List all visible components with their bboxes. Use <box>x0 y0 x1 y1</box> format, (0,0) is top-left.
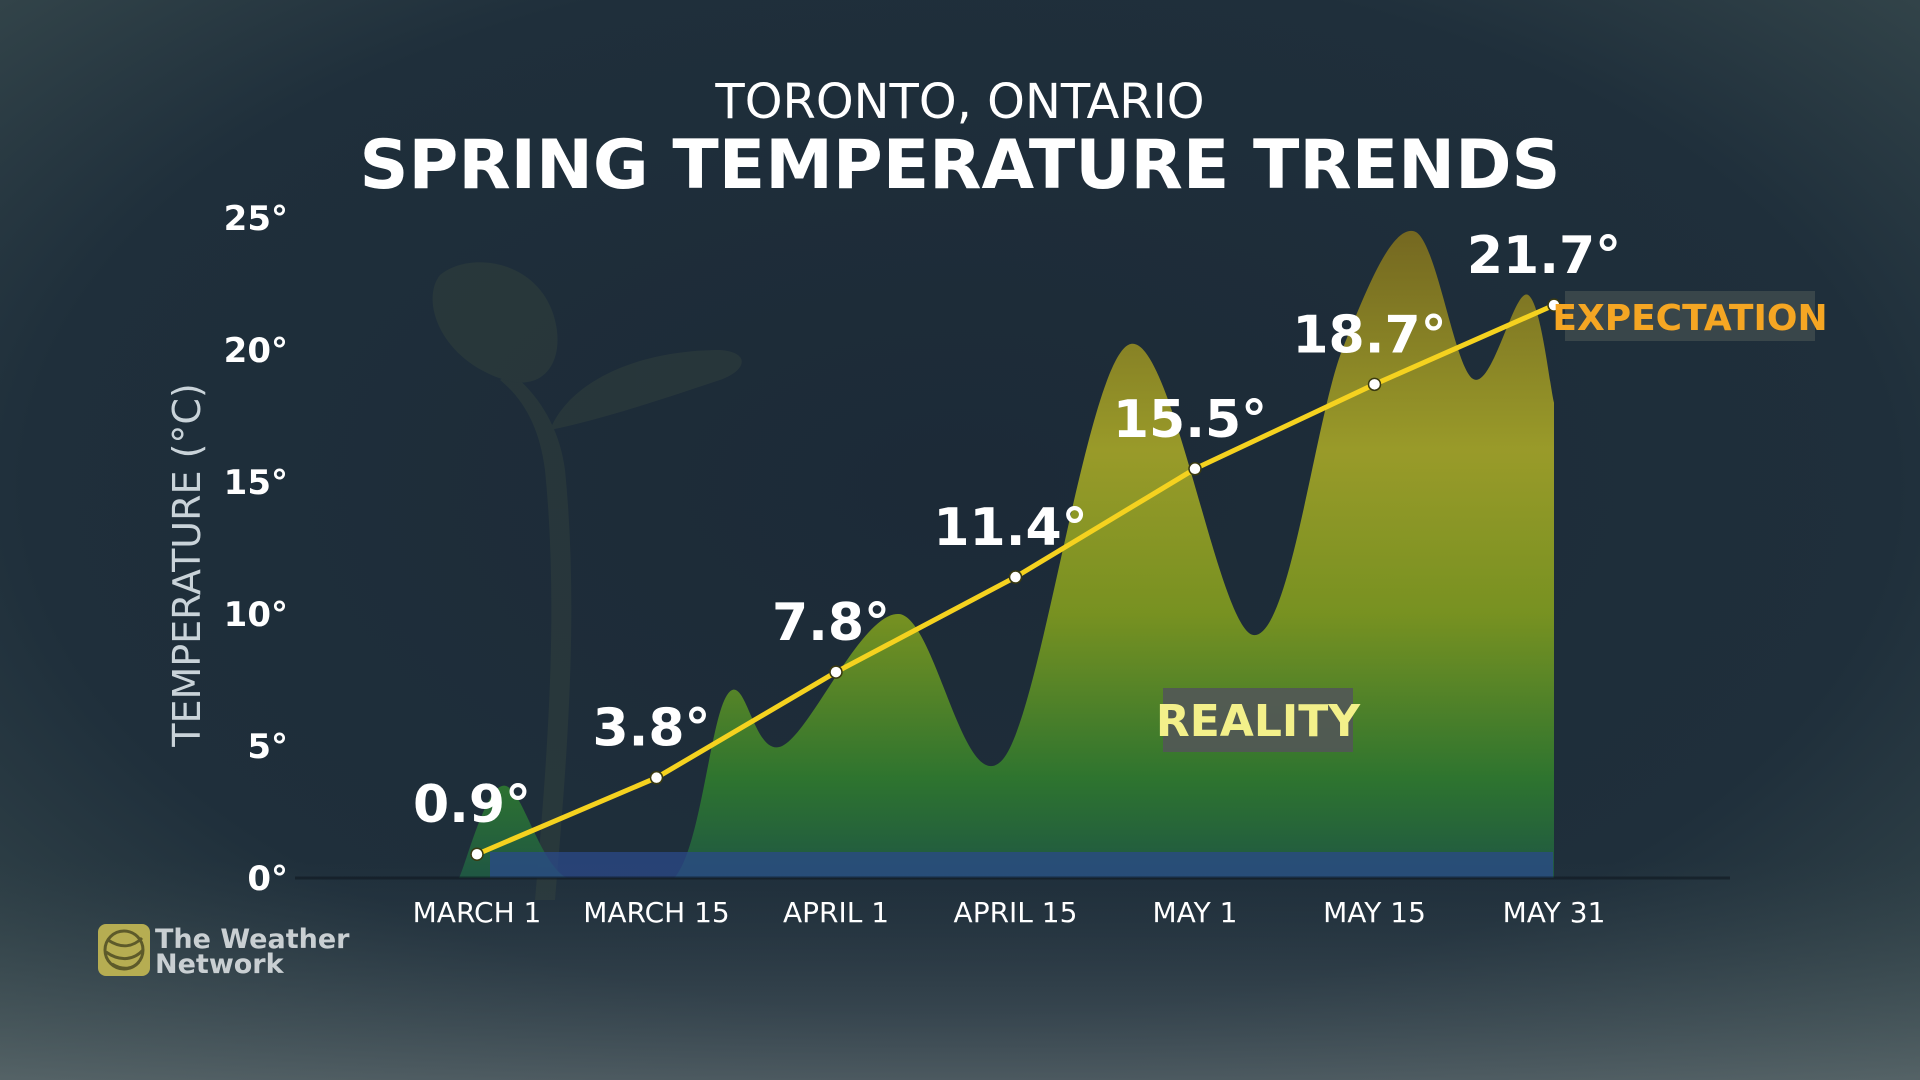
y-tick-label: 10° <box>224 595 288 635</box>
brand-logo: The Weather Network <box>98 924 350 980</box>
data-label: 11.4° <box>933 498 1087 558</box>
chart-title: SPRING TEMPERATURE TRENDS <box>360 126 1561 205</box>
y-tick-label: 5° <box>247 727 288 767</box>
y-axis-label: TEMPERATURE (°C) <box>165 383 209 748</box>
brand-line-2: Network <box>155 949 285 980</box>
data-labels: 0.9° 3.8° 7.8° 11.4° 15.5° 18.7° 21.7° <box>413 226 1621 835</box>
x-tick-label: MAY 1 <box>1153 896 1238 929</box>
x-axis: MARCH 1 MARCH 15 APRIL 1 APRIL 15 MAY 1 MAY 1… <box>413 896 1606 929</box>
data-label: 0.9° <box>413 775 531 835</box>
seedling-illustration <box>432 262 742 900</box>
expectation-badge-bg <box>1565 291 1815 341</box>
baseline-band <box>490 852 1553 878</box>
chart-subtitle: TORONTO, ONTARIO <box>714 74 1204 130</box>
expectation-point <box>649 770 664 785</box>
reality-label: REALITY <box>1156 696 1361 747</box>
y-tick-label: 25° <box>224 199 288 239</box>
globe-lines <box>103 929 145 971</box>
expectation-label: EXPECTATION <box>1552 298 1827 339</box>
data-label: 7.8° <box>772 593 890 653</box>
expectation-badge: EXPECTATION <box>1552 291 1828 341</box>
expectation-point <box>470 847 484 861</box>
expectation-point <box>1367 377 1382 392</box>
x-tick-label: MAY 31 <box>1503 896 1606 929</box>
data-label: 18.7° <box>1292 305 1446 365</box>
x-tick-label: APRIL 1 <box>783 896 889 929</box>
x-tick-label: MARCH 15 <box>583 896 730 929</box>
expectation-point <box>1008 570 1023 584</box>
ground-haze <box>0 860 1920 1080</box>
y-axis: 0° 5° 10° 15° 20° 25° <box>224 199 288 899</box>
y-tick-label: 0° <box>247 859 288 899</box>
data-label: 21.7° <box>1467 226 1621 286</box>
y-tick-label: 15° <box>224 463 288 503</box>
data-label: 15.5° <box>1113 390 1267 450</box>
x-tick-label: APRIL 15 <box>954 896 1078 929</box>
data-label: 3.8° <box>592 699 710 759</box>
expectation-point <box>1547 298 1561 312</box>
reality-badge: REALITY <box>1156 688 1361 752</box>
expectation-point <box>1188 462 1202 476</box>
x-tick-label: MARCH 1 <box>413 896 542 929</box>
expectation-line-series <box>470 298 1561 861</box>
brand-line-1: The Weather <box>155 924 350 955</box>
x-tick-label: MAY 15 <box>1323 896 1426 929</box>
reality-badge-bg <box>1163 688 1353 752</box>
y-tick-label: 20° <box>224 331 288 371</box>
expectation-point <box>829 665 843 679</box>
